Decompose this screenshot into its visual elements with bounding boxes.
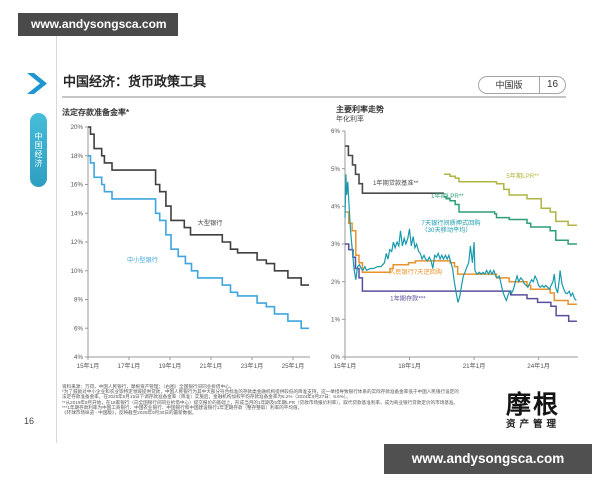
series-line xyxy=(444,173,577,226)
y-tick-label: 4% xyxy=(74,354,83,361)
rates-chart-title: 主要利率走势 xyxy=(336,105,384,114)
x-tick-label: 18年1月 xyxy=(398,362,421,370)
badge-divider xyxy=(539,77,540,93)
footnote-line: 资料来源：万得，中国人民银行，摩根资产管理；（右图）全国银行间同业拆借中心。 xyxy=(62,384,235,389)
series-label: 人民银行7天逆回购 xyxy=(389,268,442,276)
page-number: 16 xyxy=(24,416,35,426)
series-label: 1年期LPR** xyxy=(431,192,464,200)
footnote-line: 《环球市场纵览 - 中国版》，反映截至2025年9月30日的最新数据。 xyxy=(62,410,197,416)
series-line xyxy=(344,174,577,303)
y-tick-label: 10% xyxy=(71,268,84,275)
sidebar-divider xyxy=(56,36,57,443)
y-tick-label: 16% xyxy=(71,182,84,189)
watermark-banner-bottom: www.andysongsca.com xyxy=(384,444,592,474)
footnote-line: 法定存款准备金率。在2025年5月15日下调存款准备金率（降准）实施后，金融机构… xyxy=(62,394,351,400)
x-tick-label: 24年1月 xyxy=(527,362,550,370)
y-tick-label: 20% xyxy=(71,124,84,131)
y-tick-label: 6% xyxy=(331,128,340,135)
y-tick-label: 18% xyxy=(71,153,84,160)
series-label: 1年期存款*** xyxy=(390,295,426,303)
x-tick-label: 23年1月 xyxy=(241,362,264,370)
x-tick-label: 21年1月 xyxy=(463,362,486,370)
series-label: 1年期贷款基准** xyxy=(373,179,419,187)
series-label: 中小型银行 xyxy=(127,256,158,264)
y-tick-label: 3% xyxy=(331,241,340,248)
page-title: 中国经济：货币政策工具 xyxy=(63,74,207,89)
series-line xyxy=(444,196,577,245)
morgan-logo-subtitle: 资产管理 xyxy=(506,419,561,430)
footnote-line: ***1年期存款利率为中国工商银行、中国农业银行、中国银行和中国建设银行1年定期… xyxy=(62,404,303,410)
series-line xyxy=(88,126,309,286)
chevron-right-icon xyxy=(27,73,47,94)
y-tick-label: 8% xyxy=(74,297,83,304)
footnotes: 资料来源：万得，中国人民银行，摩根资产管理；（右图）全国银行间同业拆借中心。 *为… xyxy=(62,384,508,415)
y-tick-label: 5% xyxy=(331,166,340,173)
morgan-logo: 摩根 xyxy=(506,392,561,419)
rates-chart: 6% 5% 4% 3% 2% 1% 0%15年1月 18年1月 21年1月 24年1月 1年期贷款基… xyxy=(331,128,578,370)
rates-chart-subtitle: 年化利率 xyxy=(336,116,364,123)
x-tick-label: 21年1月 xyxy=(200,362,223,370)
edition-badge: 中国版 16 xyxy=(478,76,566,94)
series-label: 7天银行间质押式回购（30天移动平均） xyxy=(421,219,480,234)
series-line xyxy=(88,155,309,330)
footnote-line: **从2019年8月开始，在18家银行（向全国银行间同业拆借中心）提交报价的基础… xyxy=(62,399,459,405)
y-tick-label: 1% xyxy=(331,317,340,324)
rrr-chart: 20% 18% 16% 14% 12% 10% 8% 6% 4%15年1月 17年1月 19年1月 2… xyxy=(71,124,310,370)
y-tick-label: 4% xyxy=(331,204,340,211)
x-tick-label: 15年1月 xyxy=(334,362,357,370)
rrr-chart-title: 法定存款准备金率* xyxy=(62,108,130,117)
edition-label: 中国版 xyxy=(495,80,523,90)
watermark-banner-top: www.andysongsca.com xyxy=(18,13,178,36)
series-line xyxy=(345,211,577,306)
sidebar-tab-china-economy[interactable]: 中国经济 xyxy=(30,113,47,187)
x-tick-label: 15年1月 xyxy=(77,362,100,370)
series-line xyxy=(345,145,444,194)
y-tick-label: 14% xyxy=(71,210,84,217)
sidebar-tab-label: 中国经济 xyxy=(34,132,43,168)
y-tick-label: 2% xyxy=(331,279,340,286)
x-tick-label: 19年1月 xyxy=(159,362,182,370)
x-tick-label: 17年1月 xyxy=(118,362,141,370)
series-label: 大型银行 xyxy=(198,219,223,227)
y-tick-label: 12% xyxy=(71,239,84,246)
y-tick-label: 0% xyxy=(331,354,340,361)
y-tick-label: 6% xyxy=(74,325,83,332)
series-label: 5年期LPR** xyxy=(506,172,539,180)
x-tick-label: 25年1月 xyxy=(282,362,305,370)
header-rule xyxy=(62,96,566,98)
series-line xyxy=(345,243,577,322)
footnote-line: *为了鼓励对中小企业和农业等特定领域提供贷款，中国人民银行为其中大部分符合标准的… xyxy=(62,389,459,395)
edition-page-number: 16 xyxy=(546,79,559,90)
